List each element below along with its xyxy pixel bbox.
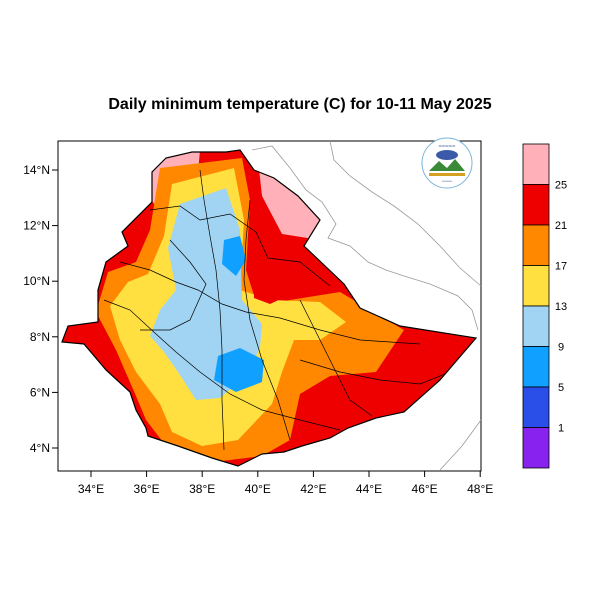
x-tick-label: 46°E xyxy=(412,482,438,496)
colorbar-label: 17 xyxy=(555,261,567,273)
meteorology-agency-logo: •••••••••••• •••••••••• xyxy=(421,137,473,189)
x-tick-label: 44°E xyxy=(356,482,382,496)
colorbar: 25 21 17 13 9 5 1 xyxy=(522,143,567,469)
x-tick-label: 40°E xyxy=(245,482,271,496)
x-tick-label: 42°E xyxy=(300,482,326,496)
svg-text:••••••••••••: •••••••••••• xyxy=(439,143,456,148)
coldest-zone-center xyxy=(222,236,246,276)
colorbar-bin xyxy=(522,143,550,185)
coldest-zone-south xyxy=(214,348,264,392)
colorbar-bin xyxy=(522,184,550,226)
cloud-icon xyxy=(436,150,458,160)
colorbar-bin xyxy=(522,305,550,347)
map-title: Daily minimum temperature (C) for 10-11 … xyxy=(108,96,492,113)
mountain-icon xyxy=(429,159,465,171)
y-tick-label: 6°N xyxy=(30,385,50,399)
colorbar-label: 25 xyxy=(555,180,567,192)
x-tick-label: 38°E xyxy=(189,482,215,496)
colorbar-label: 1 xyxy=(558,423,564,435)
y-tick-label: 8°N xyxy=(30,330,50,344)
y-tick-label: 10°N xyxy=(23,274,50,288)
east-hot-zone xyxy=(254,240,322,304)
x-axis: 34°E 36°E 38°E 40°E 42°E 44°E 46°E 48°E xyxy=(78,471,493,496)
x-tick-label: 48°E xyxy=(467,482,493,496)
colorbar-bin xyxy=(522,265,550,307)
y-axis: 4°N 6°N 8°N 10°N 12°N 14°N xyxy=(23,163,58,455)
y-tick-label: 12°N xyxy=(23,219,50,233)
admin-boundaries xyxy=(103,169,451,451)
colorbar-bin xyxy=(522,346,550,388)
x-tick-label: 36°E xyxy=(134,482,160,496)
y-tick-label: 4°N xyxy=(30,441,50,455)
x-tick-label: 34°E xyxy=(78,482,104,496)
colorbar-label: 9 xyxy=(558,342,564,354)
svg-text:••••••••••: •••••••••• xyxy=(442,179,453,183)
colorbar-label: 21 xyxy=(555,220,567,232)
colorbar-bin xyxy=(522,386,550,428)
coastline xyxy=(251,140,482,471)
country-outline xyxy=(61,149,478,467)
colorbar-bin xyxy=(522,224,550,266)
colorbar-label: 13 xyxy=(555,301,567,313)
colorbar-bin xyxy=(522,427,550,469)
y-tick-label: 14°N xyxy=(23,163,50,177)
colorbar-label: 5 xyxy=(558,382,564,394)
